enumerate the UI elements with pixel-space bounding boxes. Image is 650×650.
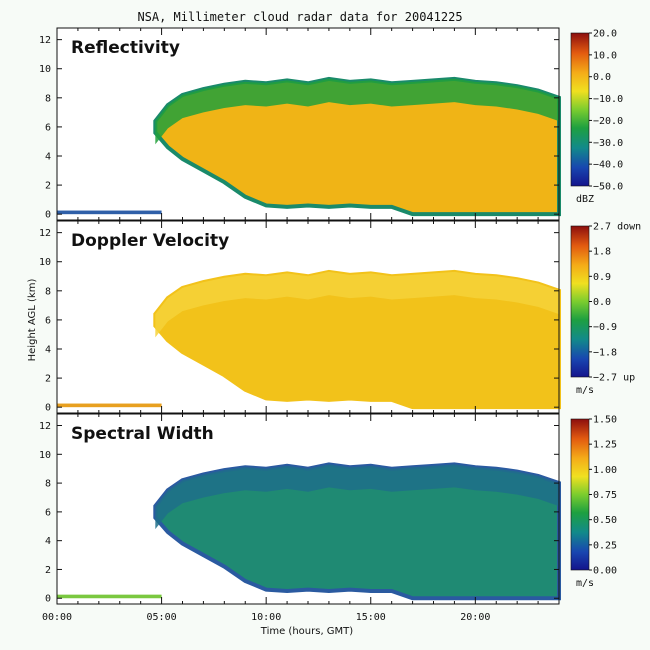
panel-3: Spectral Width 0 2 4 6 8 10 12 1.50 1.25 1.00 0.75 0… bbox=[39, 413, 617, 605]
panel-1: Reflectivity 0 2 4 6 8 10 12 20.0 10.0 0.0 −10.0 −20… bbox=[39, 27, 623, 221]
y-tick-label: 0 bbox=[45, 210, 51, 221]
y-tick-label: 10 bbox=[39, 257, 51, 268]
y-tick-label: 8 bbox=[45, 286, 51, 297]
colorbar-tick-label: −50.0 bbox=[593, 182, 623, 193]
y-tick-label: 0 bbox=[45, 594, 51, 605]
y-tick-label: 4 bbox=[45, 152, 51, 163]
y-axis-label: Height AGL (km) bbox=[27, 279, 38, 362]
panel-label: Reflectivity bbox=[71, 38, 180, 58]
colorbar bbox=[570, 225, 590, 378]
x-tick-label: 05:00 bbox=[147, 612, 177, 623]
colorbar bbox=[570, 32, 590, 187]
colorbar-tick-label: 2.7 down bbox=[593, 222, 641, 233]
colorbar-tick-label: 0.50 bbox=[593, 515, 617, 526]
y-tick-label: 4 bbox=[45, 536, 51, 547]
figure-title: NSA, Millimeter cloud radar data for 200… bbox=[137, 10, 462, 24]
colorbar-tick-label: 1.8 bbox=[593, 247, 611, 258]
panel-label: Spectral Width bbox=[71, 424, 214, 444]
colorbar-tick-label: 0.75 bbox=[593, 490, 617, 501]
surface-echo bbox=[57, 210, 162, 215]
y-tick-label: 0 bbox=[45, 403, 51, 414]
y-tick-label: 8 bbox=[45, 479, 51, 490]
colorbar bbox=[570, 418, 590, 571]
panel-2: Doppler Velocity 0 2 4 6 8 10 12 2.7 down 1.8 0.9 0… bbox=[39, 220, 641, 414]
y-tick-label: 12 bbox=[39, 35, 51, 46]
y-tick-label: 2 bbox=[45, 181, 51, 192]
colorbar-tick-label: 1.50 bbox=[593, 415, 617, 426]
y-tick-label: 4 bbox=[45, 345, 51, 356]
colorbar-tick-label: 0.00 bbox=[593, 566, 617, 577]
surface-echo bbox=[57, 403, 162, 408]
colorbar-tick-label: −0.9 bbox=[593, 322, 617, 333]
y-tick-label: 2 bbox=[45, 565, 51, 576]
colorbar-tick-label: 1.25 bbox=[593, 440, 617, 451]
panels: Reflectivity02468101220.010.00.0−10.0−20… bbox=[39, 27, 641, 623]
cloud-top-band bbox=[155, 78, 559, 145]
y-tick-label: 8 bbox=[45, 93, 51, 104]
x-axis-label: Time (hours, GMT) bbox=[260, 626, 354, 637]
y-tick-label: 6 bbox=[45, 315, 51, 326]
colorbar-units: dBZ bbox=[576, 194, 594, 205]
colorbar-tick-label: 0.0 bbox=[593, 72, 611, 83]
panel-label: Doppler Velocity bbox=[71, 231, 229, 251]
y-tick-label: 12 bbox=[39, 421, 51, 432]
x-tick-label: 10:00 bbox=[251, 612, 281, 623]
colorbar-tick-label: 0.9 bbox=[593, 272, 611, 283]
cloud-top-band bbox=[155, 464, 559, 530]
y-tick-label: 6 bbox=[45, 122, 51, 133]
colorbar-tick-label: −10.0 bbox=[593, 94, 623, 105]
colorbar-units: m/s bbox=[576, 385, 594, 396]
x-tick-label: 00:00 bbox=[42, 612, 72, 623]
colorbar-tick-label: 20.0 bbox=[593, 29, 617, 40]
surface-echo bbox=[57, 594, 162, 599]
x-tick-label: 20:00 bbox=[460, 612, 490, 623]
colorbar-tick-label: −20.0 bbox=[593, 116, 623, 127]
y-tick-label: 10 bbox=[39, 450, 51, 461]
colorbar-tick-label: 1.00 bbox=[593, 465, 617, 476]
y-tick-label: 6 bbox=[45, 507, 51, 518]
colorbar-tick-label: 0.25 bbox=[593, 540, 617, 551]
colorbar-units: m/s bbox=[576, 578, 594, 589]
x-tick-label: 15:00 bbox=[356, 612, 386, 623]
y-tick-label: 2 bbox=[45, 374, 51, 385]
cloud-top-band bbox=[155, 271, 559, 338]
y-tick-label: 10 bbox=[39, 64, 51, 75]
colorbar-tick-label: −30.0 bbox=[593, 138, 623, 149]
colorbar-tick-label: 10.0 bbox=[593, 50, 617, 61]
colorbar-tick-label: −40.0 bbox=[593, 160, 623, 171]
colorbar-tick-label: −1.8 bbox=[593, 347, 617, 358]
colorbar-tick-label: −2.7 up bbox=[593, 373, 635, 384]
colorbar-tick-label: 0.0 bbox=[593, 297, 611, 308]
y-tick-label: 12 bbox=[39, 228, 51, 239]
